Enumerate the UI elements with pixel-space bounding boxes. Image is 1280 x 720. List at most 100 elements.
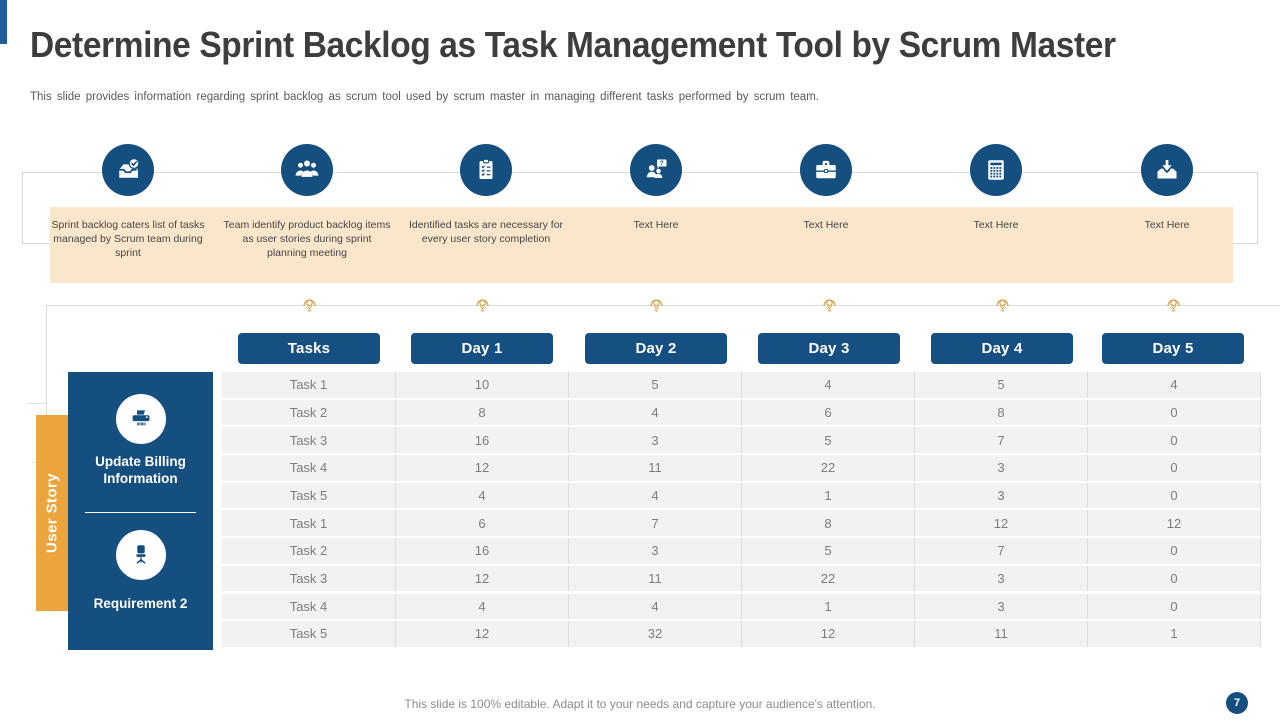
clipboard-checklist-icon	[460, 144, 512, 196]
lightbulb-icon	[474, 294, 491, 323]
process-step-caption: Text Here	[633, 219, 679, 231]
connector-line-horizontal	[45, 305, 1280, 306]
table-cell: 4	[742, 372, 915, 398]
table-column-header: Day 1	[411, 333, 553, 364]
burndown-table: Task 1 10 5 4 5 4 Task 2 8 4 6 8 0 Task 3 16 3 5 7 0 Task …	[222, 372, 1262, 649]
process-step-caption: Text Here	[803, 219, 849, 231]
table-cell: 0	[1088, 593, 1261, 619]
process-step-caption: Sprint backlog caters list of tasks mana…	[51, 219, 205, 259]
office-chair-icon	[115, 530, 166, 580]
table-cell: 11	[569, 565, 742, 592]
table-cell: 1	[742, 482, 915, 509]
table-cell: 12	[396, 455, 569, 481]
table-cell: 4	[1088, 372, 1261, 398]
calculator-icon	[970, 144, 1022, 196]
process-step-caption: Text Here	[973, 219, 1019, 231]
connector-line-vertical	[46, 305, 47, 462]
table-cell: 22	[742, 565, 915, 592]
task-label-cell: Task 5	[222, 482, 396, 509]
task-label-cell: Task 4	[222, 593, 396, 619]
table-cell: 8	[915, 399, 1088, 426]
table-column-header: Day 5	[1102, 333, 1244, 364]
table-cell: 5	[569, 372, 742, 398]
table-cell: 4	[569, 593, 742, 619]
task-label-cell: Task 3	[222, 565, 396, 592]
team-meeting-icon	[281, 144, 333, 196]
table-cell: 11	[915, 621, 1088, 647]
table-cell: 5	[742, 538, 915, 564]
lightbulb-icon	[994, 294, 1011, 323]
task-label-cell: Task 5	[222, 621, 396, 647]
table-cell: 3	[569, 538, 742, 564]
table-cell: 5	[915, 372, 1088, 398]
table-column-header: Day 4	[931, 333, 1073, 364]
table-cell: 12	[1088, 510, 1261, 536]
table-row: Task 1 6 7 8 12 12	[222, 510, 1262, 536]
table-column-header: Day 2	[585, 333, 727, 364]
table-cell: 3	[915, 482, 1088, 509]
table-cell: 0	[1088, 455, 1261, 481]
user-story-item-label: Update Billing Information	[95, 454, 186, 486]
lightbulb-icon	[301, 294, 318, 323]
table-row: Task 3 16 3 5 7 0	[222, 427, 1262, 453]
table-cell: 0	[1088, 482, 1261, 509]
table-cell: 16	[396, 427, 569, 453]
table-cell: 7	[915, 427, 1088, 453]
table-cell: 0	[1088, 427, 1261, 453]
table-cell: 3	[915, 455, 1088, 481]
task-label-cell: Task 2	[222, 538, 396, 564]
table-cell: 11	[569, 455, 742, 481]
table-cell: 6	[742, 399, 915, 426]
table-cell: 1	[1088, 621, 1261, 647]
table-row: Task 5 12 32 12 11 1	[222, 621, 1262, 647]
panel-divider	[85, 512, 196, 513]
lightbulb-icon	[648, 294, 665, 323]
briefcase-icon	[800, 144, 852, 196]
table-cell: 7	[569, 510, 742, 536]
table-cell: 0	[1088, 538, 1261, 564]
table-column-header: Tasks	[238, 333, 380, 364]
table-cell: 3	[569, 427, 742, 453]
inbox-check-icon	[102, 144, 154, 196]
svg-text:?: ?	[660, 160, 664, 167]
task-label-cell: Task 4	[222, 455, 396, 481]
table-row: Task 2 16 3 5 7 0	[222, 538, 1262, 564]
process-step-caption: Identified tasks are necessary for every…	[408, 219, 564, 245]
task-label-cell: Task 2	[222, 399, 396, 426]
table-cell: 8	[396, 399, 569, 426]
user-story-item-label: Requirement 2	[93, 596, 188, 611]
page-subtitle: This slide provides information regardin…	[30, 91, 819, 103]
person-question-icon: ?	[630, 144, 682, 196]
task-label-cell: Task 1	[222, 372, 396, 398]
table-cell: 16	[396, 538, 569, 564]
table-cell: 5	[742, 427, 915, 453]
printer-icon	[115, 394, 166, 444]
table-cell: 12	[396, 565, 569, 592]
process-step-caption: Team identify product backlog items as u…	[223, 219, 391, 259]
table-column-header: Day 3	[758, 333, 900, 364]
table-cell: 0	[1088, 399, 1261, 426]
table-cell: 8	[742, 510, 915, 536]
connector-line-elbow	[27, 403, 46, 404]
table-cell: 4	[396, 593, 569, 619]
table-cell: 1	[742, 593, 915, 619]
table-cell: 32	[569, 621, 742, 647]
table-cell: 3	[915, 593, 1088, 619]
user-story-tab-label: User Story	[43, 473, 61, 553]
table-cell: 10	[396, 372, 569, 398]
table-row: Task 1 10 5 4 5 4	[222, 372, 1262, 398]
user-story-tab: User Story	[36, 415, 68, 611]
table-row: Task 3 12 11 22 3 0	[222, 565, 1262, 592]
table-cell: 12	[742, 621, 915, 647]
task-label-cell: Task 3	[222, 427, 396, 453]
table-cell: 12	[915, 510, 1088, 536]
footer-note: This slide is 100% editable. Adapt it to…	[404, 697, 876, 711]
table-cell: 6	[396, 510, 569, 536]
table-cell: 4	[569, 399, 742, 426]
table-cell: 3	[915, 565, 1088, 592]
table-cell: 0	[1088, 565, 1261, 592]
table-cell: 7	[915, 538, 1088, 564]
